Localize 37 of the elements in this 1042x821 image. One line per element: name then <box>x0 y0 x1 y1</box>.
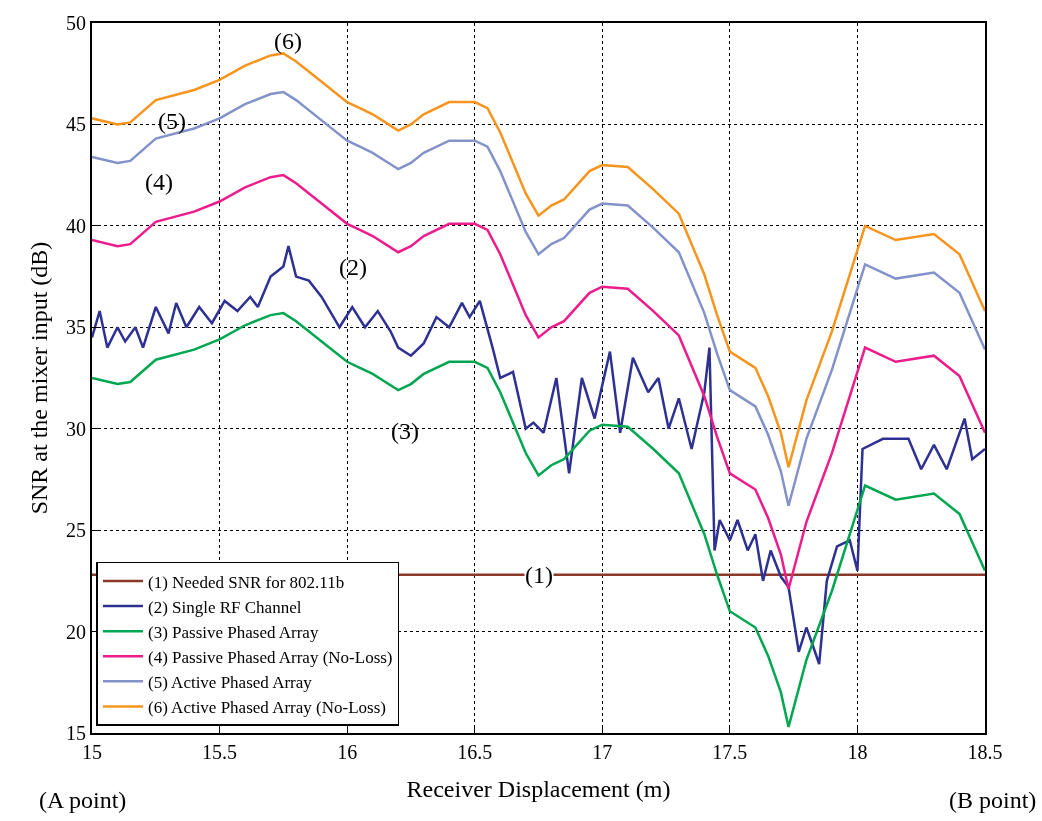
y-tick-label: 30 <box>66 417 86 440</box>
line-series <box>92 52 985 469</box>
y-axis-title: SNR at the mixer input (dB) <box>25 241 52 515</box>
line-series <box>92 90 985 508</box>
legend-label: (2) Single RF Channel <box>147 597 302 617</box>
line-series <box>92 244 985 666</box>
annotation: (5) <box>158 108 186 134</box>
y-tick-label: 35 <box>66 316 86 339</box>
y-tick-label: 15 <box>66 722 86 744</box>
legend-label: (6) Active Phased Array (No-Loss) <box>147 698 386 718</box>
annotation: (3) <box>391 418 419 444</box>
x-tick-label: 17.5 <box>712 741 748 763</box>
x-tick-label: 15.5 <box>202 741 238 763</box>
x-tick-label: 15 <box>82 741 102 763</box>
legend-label: (4) Passive Phased Array (No-Loss) <box>147 647 393 667</box>
text: (B point) <box>949 787 1037 813</box>
x-tick-label: 18.5 <box>967 741 1003 763</box>
y-tick-label: 45 <box>66 113 86 136</box>
y-tick-label: 50 <box>66 12 86 34</box>
x-tick-label: 16.5 <box>457 741 493 763</box>
x-axis-title: Receiver Displacement (m) <box>406 775 671 802</box>
annotation: (1) <box>525 562 553 588</box>
text: (A point) <box>39 787 127 813</box>
legend-label: (3) Passive Phased Array <box>147 622 319 642</box>
y-tick-label: 40 <box>66 214 86 237</box>
line-series <box>92 311 985 729</box>
annotation: (4) <box>145 169 173 195</box>
legend-label: (5) Active Phased Array <box>147 672 313 692</box>
line-series <box>92 173 985 591</box>
legend-label: (1) Needed SNR for 802.11b <box>147 572 345 592</box>
annotation: (6) <box>274 28 302 54</box>
y-tick-label: 20 <box>66 620 86 643</box>
y-tick-label: 25 <box>66 519 86 542</box>
x-tick-label: 17 <box>592 741 613 763</box>
annotation: (2) <box>339 254 367 280</box>
x-tick-label: 18 <box>847 741 868 763</box>
x-tick-label: 16 <box>337 741 358 763</box>
